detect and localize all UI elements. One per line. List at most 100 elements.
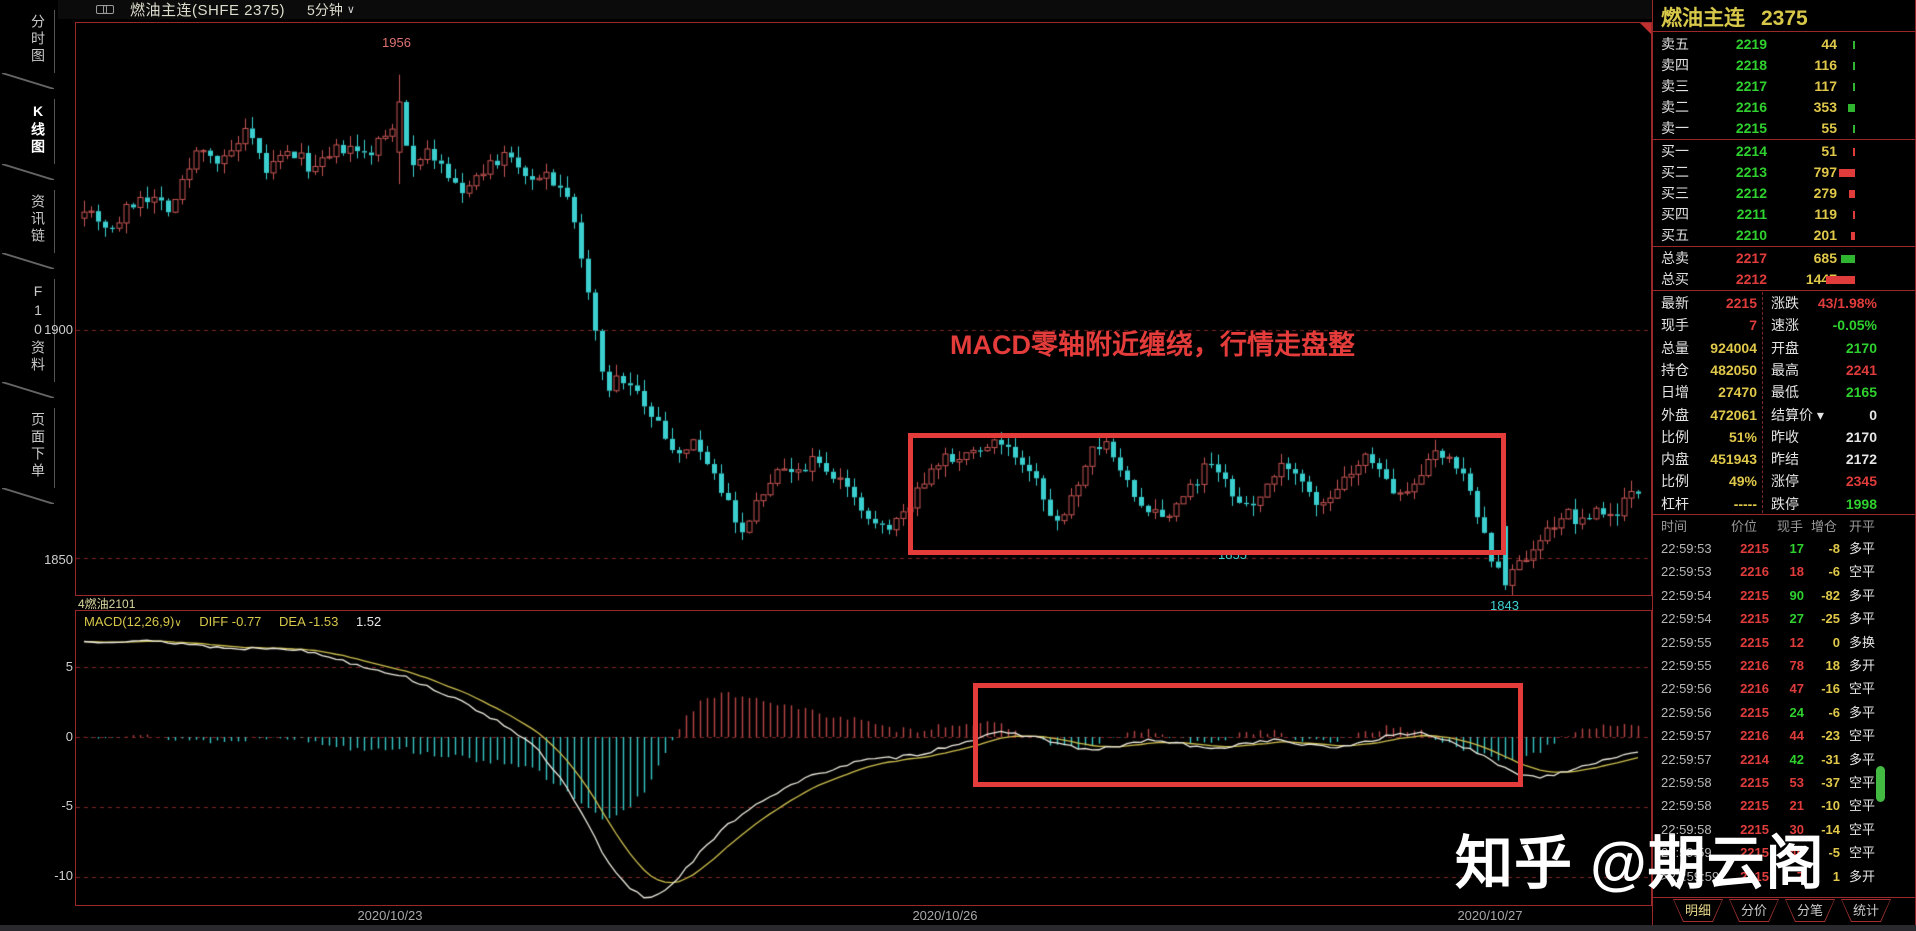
tick-row[interactable]: 22:59:54 2215 27 -25 多平 xyxy=(1653,607,1915,630)
macd-chart[interactable] xyxy=(76,611,1651,905)
sidebar-tab-divider xyxy=(2,164,54,180)
book-level-label: 卖四 xyxy=(1661,57,1689,73)
tick-lots: 47 xyxy=(1789,681,1804,697)
stat-value: 924004 xyxy=(1710,339,1757,356)
stat-value: 0 xyxy=(1869,406,1877,423)
chevron-down-icon[interactable]: ∨ xyxy=(174,618,182,629)
quote-symbol: 燃油主连 xyxy=(1661,7,1745,30)
order-book-row[interactable]: 总买 2212 1447 xyxy=(1653,269,1915,290)
chart-title-bar: 燃油主连(SHFE 2375) 5分钟 ∨ xyxy=(0,0,1916,19)
order-book-row[interactable]: 总卖 2217 685 xyxy=(1653,248,1915,269)
order-book-row[interactable]: 买二 2213 797 xyxy=(1653,162,1915,183)
tick-header-4: 增仓 xyxy=(1811,519,1838,534)
tick-row[interactable]: 22:59:58 2215 30 -14 空平 xyxy=(1653,818,1915,841)
stat-row: 外盘 472061 结算价 ▾ 0 xyxy=(1653,404,1915,426)
book-volume-bar xyxy=(1851,232,1855,240)
tick-lots: 27 xyxy=(1789,611,1804,627)
period-selector[interactable]: 5分钟 xyxy=(307,1,343,18)
panel-tab-2[interactable]: 分价 xyxy=(1729,899,1779,922)
sidebar-tab-4[interactable]: F10资料 xyxy=(8,279,55,382)
book-level-label: 买五 xyxy=(1661,227,1689,243)
tick-row[interactable]: 22:59:58 2215 53 -37 空平 xyxy=(1653,771,1915,794)
tick-row[interactable]: 22:59:54 2215 90 -82 多平 xyxy=(1653,584,1915,607)
tick-oi-change: -25 xyxy=(1821,611,1840,627)
stat-label: 内盘 xyxy=(1661,451,1689,468)
stat-label-dropdown[interactable]: 结算价 ▾ xyxy=(1771,406,1824,423)
tick-row[interactable]: 22:59:58 2215 21 -10 空平 xyxy=(1653,794,1915,817)
macd-axis-label: 0 xyxy=(65,729,73,744)
sidebar-tab-3[interactable]: 资讯链 xyxy=(8,190,55,253)
book-level-label: 卖二 xyxy=(1661,99,1689,115)
macd-name[interactable]: MACD(12,26,9) xyxy=(84,614,175,629)
order-book-row[interactable]: 买三 2212 279 xyxy=(1653,183,1915,204)
order-book-row[interactable]: 卖四 2218 116 xyxy=(1653,55,1915,76)
macd-value: 1.52 xyxy=(355,614,382,629)
order-book-row[interactable]: 买一 2214 51 xyxy=(1653,141,1915,162)
order-book-row[interactable]: 卖二 2216 353 xyxy=(1653,97,1915,118)
tick-row[interactable]: >22:59:59 2215 7 1 多开 xyxy=(1653,865,1915,888)
stat-value: 2170 xyxy=(1845,339,1877,356)
book-volume: 117 xyxy=(1814,78,1837,94)
book-volume: 116 xyxy=(1814,57,1837,73)
tick-row[interactable]: 22:59:53 2215 17 -8 多平 xyxy=(1653,537,1915,560)
candlestick-chart[interactable] xyxy=(76,23,1651,595)
panel-tab-4[interactable]: 统计 xyxy=(1841,899,1891,922)
tick-price: 2215 xyxy=(1740,821,1769,837)
dea-label: DEA xyxy=(279,614,306,629)
panel-tab-3[interactable]: 分笔 xyxy=(1785,899,1835,922)
tick-header-3: 现手 xyxy=(1777,519,1804,534)
tick-time: 22:59:58 xyxy=(1661,775,1712,790)
tick-open-close: 空平 xyxy=(1849,798,1876,814)
tick-lots: 24 xyxy=(1789,704,1804,720)
stat-row: 总量 924004 开盘 2170 xyxy=(1653,337,1915,359)
sidebar-tab-2[interactable]: K线图 xyxy=(8,99,55,164)
tick-header-5: 开平 xyxy=(1849,519,1876,534)
stat-label: 持仓 xyxy=(1661,361,1689,378)
book-level-label: 买四 xyxy=(1661,206,1689,222)
panel-tab-1[interactable]: 明细 xyxy=(1673,899,1723,922)
tick-row[interactable]: 22:59:59 2215 46 -5 空平 xyxy=(1653,841,1915,864)
sidebar-tab-divider xyxy=(2,382,54,398)
tick-open-close: 空平 xyxy=(1849,775,1876,790)
book-price: 2219 xyxy=(1735,36,1767,52)
tick-open-close: 空平 xyxy=(1849,681,1876,697)
annotation-box-macd xyxy=(973,683,1523,787)
tick-row[interactable]: 22:59:57 2214 42 -31 多平 xyxy=(1653,748,1915,771)
chevron-down-icon[interactable]: ∨ xyxy=(346,4,355,16)
book-volume-bar xyxy=(1853,148,1855,156)
book-price: 2216 xyxy=(1735,99,1767,115)
stat-row: 杠杆 ----- 跌停 1998 xyxy=(1653,493,1915,515)
sidebar-tab-5[interactable]: 页面下单 xyxy=(8,408,55,488)
stat-label: 比例 xyxy=(1661,428,1689,445)
order-book-row[interactable]: 买五 2210 201 xyxy=(1653,225,1915,246)
tick-row[interactable]: 22:59:55 2216 78 18 多开 xyxy=(1653,654,1915,677)
quote-panel: 燃油主连 2375 卖五 2219 44 卖四 2218 116 卖三 2217 117 卖二 221… xyxy=(1652,0,1916,926)
left-sidebar: 分时图 K线图资讯链 F10资料页面下单 xyxy=(0,0,58,904)
order-book-row[interactable]: 卖三 2217 117 xyxy=(1653,76,1915,97)
tick-time: 22:59:53 xyxy=(1661,541,1712,556)
order-book-row[interactable]: 买四 2211 119 xyxy=(1653,204,1915,225)
order-book-row[interactable]: 卖五 2219 44 xyxy=(1653,34,1915,55)
book-price: 2214 xyxy=(1735,143,1767,159)
link-icon xyxy=(96,5,114,14)
tick-scrollbar-thumb[interactable] xyxy=(1876,766,1885,802)
order-book-row[interactable]: 卖一 2215 55 xyxy=(1653,118,1915,139)
macd-indicator-label[interactable]: MACD(12,26,9)∨ DIFF -0.77 DEA -1.53 1.52 xyxy=(84,614,381,629)
tick-row[interactable]: 22:59:56 2216 47 -16 空平 xyxy=(1653,677,1915,700)
tick-oi-change: -10 xyxy=(1821,798,1840,814)
tick-row[interactable]: 22:59:55 2215 12 0 多换 xyxy=(1653,631,1915,654)
tick-row[interactable]: 22:59:53 2216 18 -6 空平 xyxy=(1653,560,1915,583)
stat-value: 2170 xyxy=(1845,428,1877,445)
sidebar-tab-1[interactable]: 分时图 xyxy=(8,10,55,73)
tick-row[interactable]: 22:59:56 2215 24 -6 多平 xyxy=(1653,701,1915,724)
sidebar-tab-divider xyxy=(2,73,54,89)
stat-label: 现手 xyxy=(1661,317,1689,334)
tick-time: 22:59:54 xyxy=(1661,587,1712,603)
macd-axis-label: -10 xyxy=(54,868,73,883)
book-volume: 51 xyxy=(1821,143,1837,159)
macd-axis-label: 5 xyxy=(65,659,73,674)
tick-row[interactable]: 22:59:57 2216 44 -23 空平 xyxy=(1653,724,1915,747)
tick-price: 2216 xyxy=(1740,681,1769,697)
tick-price: 2215 xyxy=(1740,868,1769,884)
stat-label: 昨收 xyxy=(1771,428,1799,445)
